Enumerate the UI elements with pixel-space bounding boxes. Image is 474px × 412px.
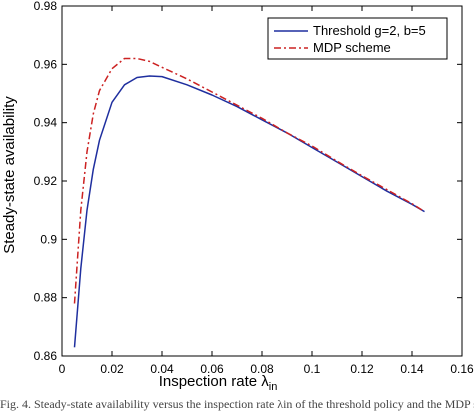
- x-axis-title: Inspection rate λin: [159, 373, 278, 393]
- series-line-mdp: [73, 57, 425, 304]
- x-tick-label: 0.04: [150, 362, 174, 376]
- legend: Threshold g=2, b=5 MDP scheme: [267, 17, 448, 60]
- series-line-threshold: [73, 75, 425, 348]
- x-tick-label: 0.02: [100, 362, 124, 376]
- y-tick-label: 0.94: [34, 116, 58, 130]
- x-tick-label: 0.06: [200, 362, 224, 376]
- x-axis-title-subscript: in: [269, 381, 278, 393]
- legend-label-threshold: Threshold g=2, b=5: [313, 23, 426, 38]
- legend-label-mdp: MDP scheme: [313, 40, 391, 55]
- ticks: 0 0.02 0.04 0.06 0.08 0.1 0.12 0.14 0.16 0.86 0.88…: [34, 0, 474, 376]
- series-layer: [73, 57, 425, 348]
- x-tick-label: 0.16: [450, 362, 474, 376]
- y-tick-label: 0.86: [34, 349, 58, 363]
- x-tick-label: 0.12: [350, 362, 374, 376]
- x-tick-label: 0.08: [250, 362, 274, 376]
- figure-caption: Fig. 4. Steady-state availability versus…: [0, 397, 474, 411]
- y-axis-title: Steady-state availability: [1, 96, 18, 254]
- chart: 0 0.02 0.04 0.06 0.08 0.1 0.12 0.14 0.16 0.86 0.88…: [1, 0, 474, 393]
- y-tick-label: 0.9: [40, 232, 57, 246]
- x-tick-label: 0: [59, 362, 66, 376]
- y-tick-label: 0.92: [34, 174, 58, 188]
- legend-box: [267, 17, 448, 60]
- x-tick-label: 0.1: [304, 362, 321, 376]
- x-tick-label: 0.14: [400, 362, 424, 376]
- y-tick-label: 0.88: [34, 291, 58, 305]
- y-tick-label: 0.96: [34, 57, 58, 71]
- x-axis-title-main: Inspection rate λ: [159, 373, 270, 390]
- y-tick-label: 0.98: [34, 0, 58, 13]
